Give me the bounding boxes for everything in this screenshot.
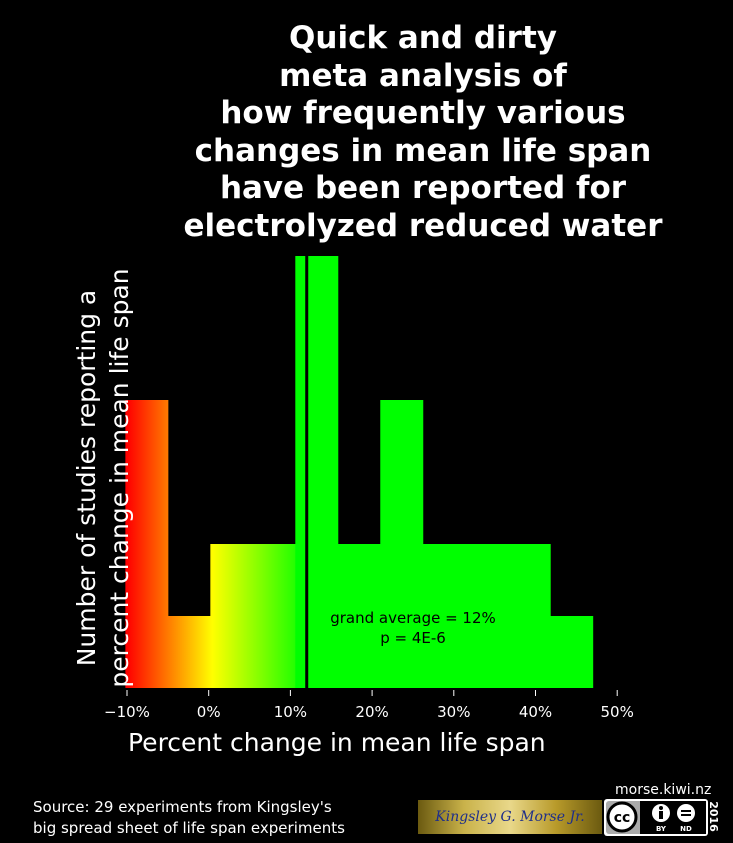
histogram-bar — [550, 616, 594, 688]
x-tick-label: 10% — [274, 703, 307, 721]
histogram-bar — [422, 544, 551, 688]
x-tick-label: 0% — [197, 703, 221, 721]
nd-icon — [677, 804, 695, 822]
source-line: Source: 29 experiments from Kingsley's — [33, 798, 332, 816]
y-axis-label-line: percent change in mean life span — [105, 268, 134, 688]
signature-logo: Kingsley G. Morse Jr. — [418, 800, 602, 834]
title-line: electrolyzed reduced water — [183, 207, 663, 244]
histogram-bar — [210, 544, 296, 688]
title-line: Quick and dirty — [289, 20, 557, 56]
x-tick-label: 20% — [355, 703, 388, 721]
x-tick-label: 40% — [519, 703, 552, 721]
histogram-bar — [125, 400, 169, 688]
nd-label: ND — [680, 825, 692, 833]
title-line: how frequently various — [220, 95, 626, 131]
year-stamp: 2016 — [707, 798, 727, 838]
x-axis: −10% 0% 10% 20% 30% 40% 50% — [104, 690, 634, 721]
title-line: have been reported for — [219, 170, 627, 206]
x-tick-label: −10% — [104, 703, 150, 721]
x-tick-label: 30% — [437, 703, 470, 721]
histogram-bar — [380, 400, 424, 688]
by-label: BY — [656, 825, 667, 833]
source-line: big spread sheet of life span experiment… — [33, 819, 345, 837]
x-axis-label: Percent change in mean life span — [128, 728, 546, 757]
cc-badge-dark — [640, 801, 706, 834]
histogram-bar — [295, 256, 339, 688]
y-axis-label: Number of studies reporting a percent ch… — [70, 148, 136, 808]
cc-license-badge: cc BY ND — [604, 799, 708, 836]
histogram-bar — [337, 544, 381, 688]
cc-icon — [606, 801, 638, 833]
site-url: morse.kiwi.nz — [615, 782, 712, 798]
source-note: Source: 29 experiments from Kingsley's b… — [33, 797, 345, 839]
title-line: changes in mean life span — [194, 132, 652, 169]
y-axis-label-line: Number of studies reporting a — [72, 289, 101, 667]
chart-title: Quick and dirty meta analysis of how fre… — [160, 20, 686, 245]
year-label: 2016 — [706, 801, 720, 832]
title-line: meta analysis of — [279, 57, 567, 94]
histogram-bars — [125, 256, 594, 688]
p-value-label: p = 4E-6 — [380, 629, 446, 647]
svg-text:cc: cc — [614, 810, 631, 826]
histogram-bar — [167, 616, 211, 688]
x-tick-label: 50% — [601, 703, 634, 721]
grand-average-label: grand average = 12% — [330, 609, 496, 627]
